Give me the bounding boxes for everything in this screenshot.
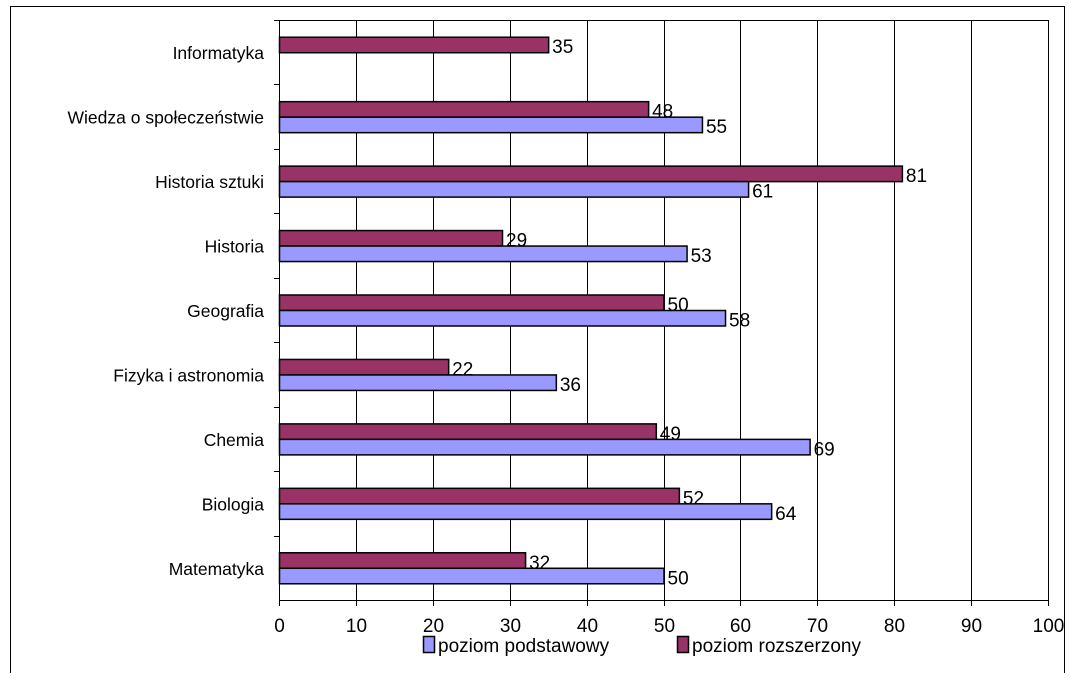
x-tick-label-40: 40 (577, 616, 598, 637)
bar-poziom-podstawowy-fizyka-i-astronomia (278, 374, 558, 392)
data-label-poziom-podstawowy-matematyka: 50 (668, 568, 689, 589)
bar-poziom-rozszerzony-historia (278, 229, 504, 247)
category-label-fizyka-i-astronomia: Fizyka i astronomia (113, 365, 264, 385)
data-label-poziom-podstawowy-chemia: 69 (814, 439, 835, 460)
category-label-geografia: Geografia (187, 301, 264, 321)
bar-poziom-rozszerzony-informatyka (278, 36, 550, 54)
chart-area-border (10, 6, 1065, 673)
data-label-poziom-rozszerzony-historia-sztuki: 81 (906, 166, 927, 187)
category-label-wiedza-o-spoleczenstwie: Wiedza o społeczeństwie (68, 108, 264, 128)
bar-poziom-podstawowy-geografia (278, 309, 727, 327)
x-tick-label-10: 10 (346, 616, 367, 637)
x-tick-label-80: 80 (884, 616, 905, 637)
legend-swatch-poziom-podstawowy (422, 635, 436, 654)
category-label-chemia: Chemia (204, 430, 265, 450)
data-label-poziom-podstawowy-wiedza-o-spoleczenstwie: 55 (706, 117, 727, 138)
data-label-poziom-podstawowy-historia: 53 (691, 246, 712, 267)
bar-poziom-podstawowy-historia-sztuki (278, 180, 750, 198)
x-tick-label-20: 20 (423, 616, 444, 637)
data-label-poziom-podstawowy-biologia: 64 (775, 504, 797, 525)
bar-poziom-rozszerzony-biologia (278, 487, 681, 505)
category-label-matematyka: Matematyka (169, 559, 265, 579)
bar-poziom-podstawowy-historia (278, 245, 688, 263)
bar-poziom-rozszerzony-matematyka (278, 552, 527, 570)
x-tick-label-60: 60 (730, 616, 751, 637)
bar-poziom-rozszerzony-chemia (278, 423, 658, 441)
x-tick-label-70: 70 (807, 616, 828, 637)
data-label-poziom-rozszerzony-informatyka: 35 (552, 37, 573, 58)
bar-poziom-rozszerzony-geografia (278, 294, 665, 312)
data-label-poziom-podstawowy-historia-sztuki: 61 (752, 182, 773, 203)
legend-label-poziom-podstawowy: poziom podstawowy (438, 636, 610, 657)
bar-poziom-rozszerzony-wiedza-o-spoleczenstwie (278, 100, 650, 118)
bar-poziom-podstawowy-biologia (278, 503, 773, 521)
bar-poziom-rozszerzony-historia-sztuki (278, 165, 904, 183)
category-label-informatyka: Informatyka (173, 43, 265, 63)
bar-poziom-podstawowy-wiedza-o-spoleczenstwie (278, 116, 704, 134)
data-label-poziom-podstawowy-fizyka-i-astronomia: 36 (560, 375, 581, 396)
x-tick-label-90: 90 (961, 616, 982, 637)
bar-poziom-podstawowy-chemia (278, 438, 811, 456)
category-label-biologia: Biologia (202, 494, 265, 514)
legend-label-poziom-rozszerzony: poziom rozszerzony (692, 636, 861, 657)
x-tick-label-100: 100 (1033, 616, 1065, 637)
x-tick-label-30: 30 (500, 616, 521, 637)
category-label-historia: Historia (205, 237, 265, 257)
category-label-historia-sztuki: Historia sztuki (155, 172, 264, 192)
data-label-poziom-podstawowy-geografia: 58 (729, 311, 750, 332)
bar-poziom-podstawowy-matematyka (278, 567, 665, 585)
x-tick-label-0: 0 (274, 616, 285, 637)
x-tick-label-50: 50 (654, 616, 675, 637)
legend-swatch-poziom-rozszerzony (676, 635, 690, 654)
bar-poziom-rozszerzony-fizyka-i-astronomia (278, 358, 450, 376)
